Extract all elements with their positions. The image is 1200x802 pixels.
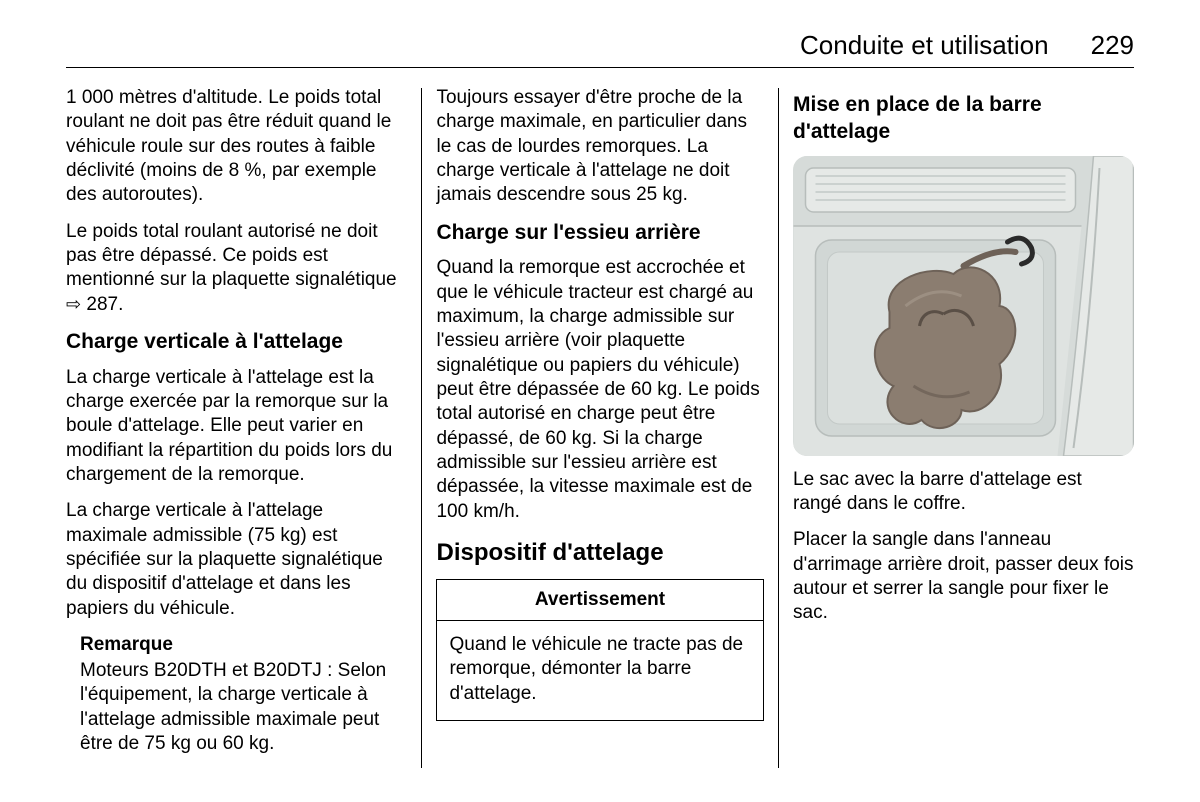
body-text: Quand la remorque est accrochée et que l… <box>436 256 763 523</box>
subheading: Mise en place de la barre d'attelage <box>793 92 1134 146</box>
note-block: Remarque Moteurs B20DTH et B20DTJ : Selo… <box>66 633 407 757</box>
reference-arrow-icon: ⇨ <box>66 293 81 316</box>
page-number: 229 <box>1091 30 1134 61</box>
note-body: Moteurs B20DTH et B20DTJ : Selon l'équip… <box>80 659 407 756</box>
body-text: Placer la sangle dans l'anneau d'arrimag… <box>793 528 1134 625</box>
body-text: Le sac avec la barre d'attelage est rang… <box>793 468 1134 517</box>
content-columns: 1 000 mètres d'altitude. Le poids total … <box>66 86 1134 796</box>
body-text: Le poids total roulant autorisé ne doit … <box>66 220 407 317</box>
warning-box: Avertissement Quand le véhicule ne tract… <box>436 579 763 721</box>
page-header: Conduite et utilisation 229 <box>66 30 1134 68</box>
body-text: 1 000 mètres d'altitude. Le poids total … <box>66 86 407 208</box>
column-1: 1 000 mètres d'altitude. Le poids total … <box>66 86 421 796</box>
section-title: Conduite et utilisation <box>800 30 1049 61</box>
column-3: Mise en place de la barre d'attelage <box>779 86 1134 796</box>
manual-page: Conduite et utilisation 229 1 000 mètres… <box>0 0 1200 802</box>
body-text: La charge verticale à l'attelage est la … <box>66 366 407 488</box>
warning-title: Avertissement <box>437 580 762 621</box>
note-title: Remarque <box>80 633 407 657</box>
body-text: La charge verticale à l'attelage maximal… <box>66 499 407 621</box>
warning-body: Quand le véhicule ne tracte pas de remor… <box>437 621 762 720</box>
body-text: Toujours essayer d'être proche de la cha… <box>436 86 763 208</box>
illustration-towbar-bag <box>793 156 1134 456</box>
text-part: Le poids total roulant autorisé ne doit … <box>66 221 397 291</box>
column-2: Toujours essayer d'être proche de la cha… <box>422 86 777 796</box>
text-part: 287. <box>81 294 123 315</box>
subheading: Charge sur l'essieu arrière <box>436 220 763 247</box>
subheading: Charge verticale à l'attelage <box>66 329 407 356</box>
heading: Dispositif d'attelage <box>436 538 763 569</box>
